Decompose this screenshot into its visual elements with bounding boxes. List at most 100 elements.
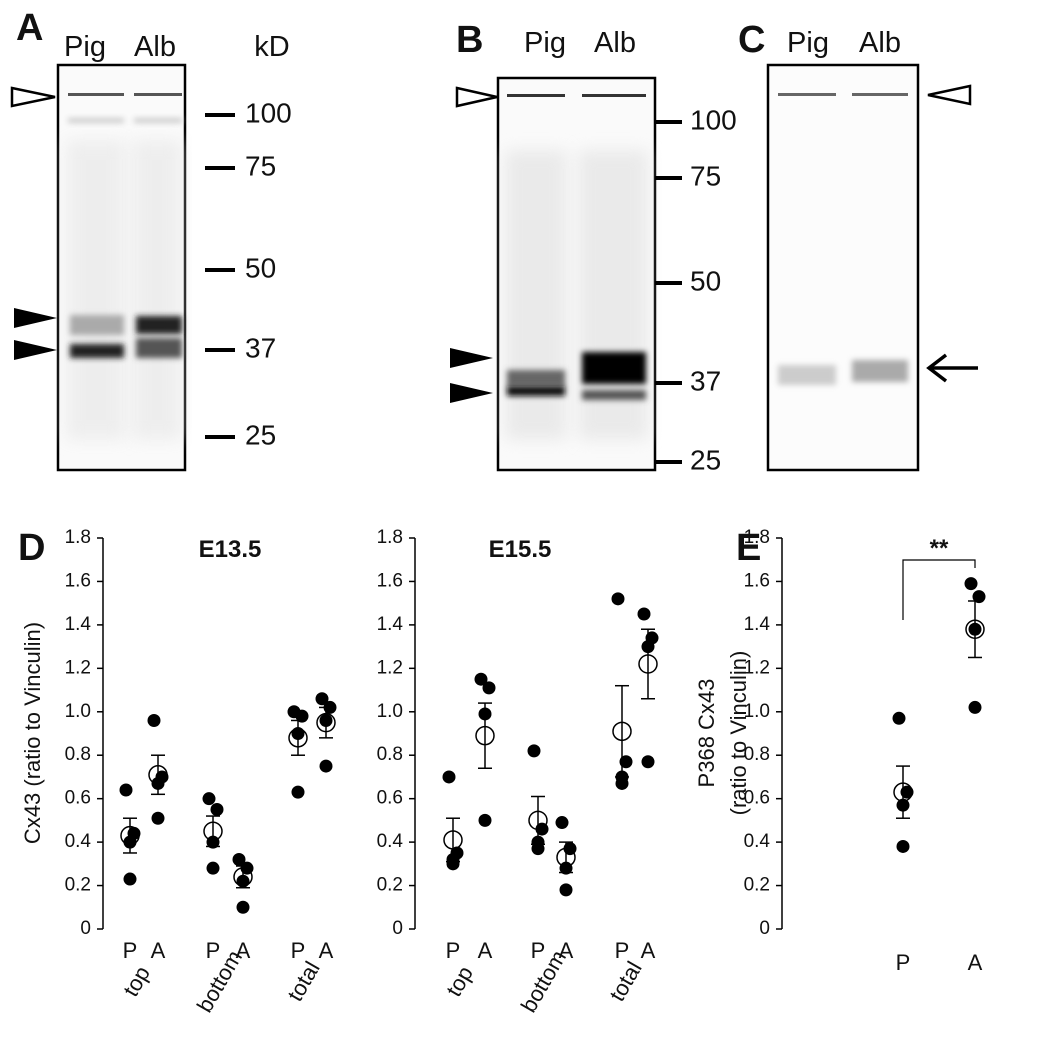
band	[582, 390, 646, 400]
marker-label: 50	[690, 265, 721, 296]
y-tick-label: 0.8	[377, 744, 403, 765]
y-tick-label: 0.6	[377, 788, 403, 809]
open-arrowhead	[10, 86, 56, 108]
data-point	[531, 842, 545, 856]
x-tick-label: A	[968, 950, 983, 975]
y-axis-label: P368 Cx43	[694, 679, 719, 788]
data-point	[559, 883, 573, 897]
data-point	[615, 776, 629, 790]
y-tick-label: 0.6	[744, 788, 770, 809]
band	[507, 94, 565, 97]
band	[582, 352, 646, 384]
data-point	[482, 681, 496, 695]
y-tick-label: 1.2	[65, 657, 91, 678]
x-tick-label: A	[478, 938, 493, 963]
band	[136, 338, 182, 358]
y-tick-label: 1.6	[377, 570, 403, 591]
data-point	[641, 755, 655, 769]
x-tick-label: A	[559, 938, 574, 963]
y-tick-label: 0.2	[377, 875, 403, 896]
marker-label: 75	[245, 150, 276, 181]
filled-arrowhead	[450, 348, 493, 368]
filled-arrowhead	[14, 308, 57, 328]
mean-marker	[233, 867, 253, 887]
lane-smear	[505, 150, 567, 440]
panel-label: C	[738, 19, 765, 61]
data-point	[206, 861, 220, 875]
blot-frame	[766, 63, 920, 472]
data-point	[295, 709, 309, 723]
data-point	[892, 711, 906, 725]
y-tick-label: 0.4	[65, 831, 92, 852]
marker-label: 37	[245, 332, 276, 363]
data-point	[315, 692, 329, 706]
x-tick-label: A	[236, 938, 251, 963]
x-tick-label: P	[615, 938, 630, 963]
band	[507, 386, 565, 396]
data-point	[119, 783, 133, 797]
mean-marker	[965, 619, 985, 639]
y-tick-label: 0.2	[744, 875, 770, 896]
mean-marker	[612, 721, 632, 742]
data-point	[442, 770, 456, 784]
group-label: bottom	[516, 946, 571, 1017]
lane-label: Alb	[594, 27, 636, 59]
y-tick-label: 0.4	[744, 831, 771, 852]
band	[70, 344, 124, 358]
data-point	[637, 607, 651, 621]
data-point	[478, 813, 492, 827]
band	[68, 118, 124, 123]
data-point	[232, 852, 246, 866]
data-point	[210, 803, 224, 817]
y-tick-label: 1.0	[65, 701, 91, 722]
mean-marker	[556, 847, 576, 868]
lane-smear	[66, 140, 126, 440]
mean-marker	[638, 654, 658, 674]
marker-label: 25	[690, 444, 721, 475]
blot-drawings	[10, 63, 978, 472]
mean-marker	[203, 821, 223, 841]
x-tick-label: P	[291, 938, 306, 963]
open-arrowhead	[927, 84, 972, 106]
y-tick-label: 1.4	[377, 614, 404, 635]
y-tick-label: 1.0	[744, 701, 770, 722]
y-tick-label: 1.6	[65, 570, 91, 591]
group-label: total	[282, 957, 324, 1006]
mean-marker	[120, 825, 140, 846]
lane-label: Pig	[524, 27, 566, 59]
panel-label: B	[456, 19, 483, 61]
open-arrowhead	[455, 86, 498, 108]
x-tick-label: P	[206, 938, 221, 963]
band	[582, 94, 646, 97]
lane-smear	[132, 140, 182, 440]
band	[852, 360, 908, 382]
mean-marker	[893, 782, 913, 802]
data-point	[474, 672, 488, 686]
lane-label: Pig	[64, 31, 106, 63]
data-point	[611, 592, 625, 606]
chart: 0 0.2 0.4 0.6 0.8 1.0 1.2 1.4 1.6 1.8 D E13.5 Cx43 (…	[18, 527, 337, 1017]
band	[507, 370, 565, 386]
chart: 00.20.40.60.81.01.21.41.61.8 E15.5P A P A P At…	[377, 527, 659, 1017]
x-tick-label: P	[123, 938, 138, 963]
x-tick-label: A	[151, 938, 166, 963]
band	[70, 315, 124, 335]
panel-label: D	[18, 527, 45, 569]
mean-marker	[316, 712, 336, 733]
marker-label: 100	[690, 104, 737, 135]
panel-label: E	[736, 527, 761, 569]
lane-label: Pig	[787, 27, 829, 59]
marker-label: 50	[245, 252, 276, 283]
data-point	[555, 816, 569, 830]
y-tick-label: 1.0	[377, 701, 403, 722]
band	[68, 93, 124, 96]
group-label: bottom	[192, 946, 247, 1017]
y-tick-label: 1.2	[377, 657, 403, 678]
y-tick-label: 0.8	[65, 744, 91, 765]
y-tick-label: 0.8	[744, 744, 770, 765]
chart: 0 0.2 0.4 0.6 0.8 1.0 1.2 1.4 1.6 1.8E P368 Cx43 (r…	[694, 527, 986, 975]
x-tick-label: P	[531, 938, 546, 963]
marker-label: 100	[245, 97, 292, 128]
data-point	[896, 839, 910, 853]
marker-label: 75	[690, 160, 721, 191]
